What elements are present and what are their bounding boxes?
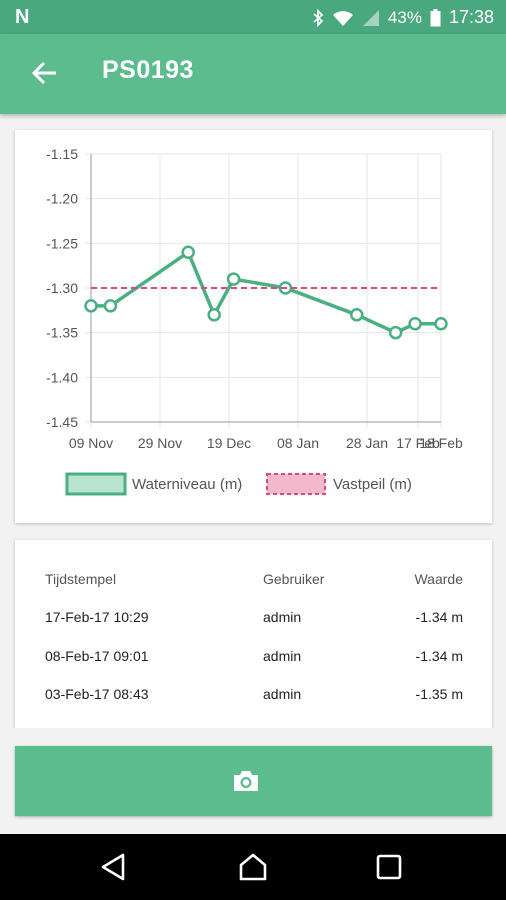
water-level-chart: -1.15 -1.20 -1.25 -1.30 -1.35 -1.40 -1.45 09 No…: [46, 146, 463, 496]
cell-timestamp: 17-Feb-17 10:29: [45, 609, 149, 626]
bluetooth-icon: [313, 8, 324, 27]
battery-icon: [430, 8, 441, 26]
data-point: [408, 316, 422, 331]
data-point: [84, 299, 98, 313]
data-point: [226, 272, 241, 286]
table-row: 03-Feb-17 08:43 admin -1.35 m: [44, 675, 464, 714]
table-row: 08-Feb-17 09:01 admin -1.34 m: [44, 637, 464, 676]
data-point: [349, 308, 364, 322]
x-tick-label: 08 Jan: [277, 435, 319, 451]
legend-swatch-waterniveau: [65, 472, 127, 496]
x-tick-label: 18 Feb: [419, 435, 463, 451]
circle-home-icon[interactable]: [237, 851, 269, 883]
table-header-row: Tijdstempel Gebruiker Waarde: [44, 560, 464, 598]
y-tick-label: -1.25: [46, 235, 78, 251]
y-tick-label: -1.15: [46, 146, 78, 162]
waterniveau-line: [91, 249, 441, 335]
cell-timestamp: 03-Feb-17 08:43: [45, 686, 149, 703]
y-tick-label: -1.35: [46, 325, 78, 341]
arrow-back-icon[interactable]: [30, 58, 60, 88]
camera-button[interactable]: [15, 746, 492, 816]
triangle-back-icon[interactable]: [98, 851, 130, 883]
measurements-card: Tijdstempel Gebruiker Waarde 17-Feb-17 1…: [15, 540, 492, 740]
table-row: 17-Feb-17 10:29 admin -1.34 m: [44, 598, 464, 637]
y-tick-label: -1.40: [46, 369, 78, 385]
signal-icon: [362, 9, 379, 26]
camera-icon: [234, 771, 258, 791]
cell-user: admin: [263, 609, 302, 626]
legend-label-waterniveau: Waterniveau (m): [132, 476, 242, 493]
cell-user: admin: [263, 686, 302, 703]
data-point: [103, 299, 118, 313]
cell-user: admin: [263, 647, 302, 664]
clock: 17:38: [448, 7, 494, 27]
col-header-user: Gebruiker: [263, 571, 325, 587]
cell-value: -1.34 m: [415, 647, 463, 664]
x-tick-label: 19 Dec: [207, 435, 251, 451]
col-header-timestamp: Tijdstempel: [45, 571, 117, 587]
measurements-table: Tijdstempel Gebruiker Waarde 17-Feb-17 1…: [44, 560, 464, 740]
col-header-value: Waarde: [414, 571, 463, 587]
chart-card: -1.15 -1.20 -1.25 -1.30 -1.35 -1.40 -1.45 09 No…: [15, 130, 492, 523]
data-point: [181, 245, 195, 260]
page-title: PS0193: [102, 56, 194, 84]
status-bar: N 43% 17:38: [0, 0, 506, 34]
battery-percent: 43%: [387, 7, 422, 27]
y-tick-label: -1.20: [46, 191, 78, 207]
n-logo-icon: N: [15, 6, 30, 28]
data-point: [434, 316, 448, 331]
data-point: [207, 308, 221, 322]
square-recent-icon[interactable]: [373, 851, 405, 883]
y-tick-label: -1.30: [46, 280, 78, 296]
cell-value: -1.35 m: [415, 686, 463, 703]
legend-swatch-vastpeil: [266, 473, 326, 495]
x-tick-label: 09 Nov: [69, 435, 113, 451]
app-toolbar: PS0193: [0, 34, 506, 114]
x-tick-label: 17 Feb: [396, 435, 440, 451]
legend-label-vastpeil: Vastpeil (m): [333, 476, 412, 493]
x-tick-label: 28 Jan: [346, 435, 388, 451]
cell-value: -1.34 m: [415, 609, 463, 626]
y-tick-label: -1.45: [46, 414, 78, 430]
system-nav-bar: [0, 834, 506, 900]
x-tick-label: 29 Nov: [138, 435, 182, 451]
wifi-icon: [332, 10, 353, 26]
data-point: [388, 325, 403, 340]
cell-timestamp: 08-Feb-17 09:01: [45, 647, 149, 664]
